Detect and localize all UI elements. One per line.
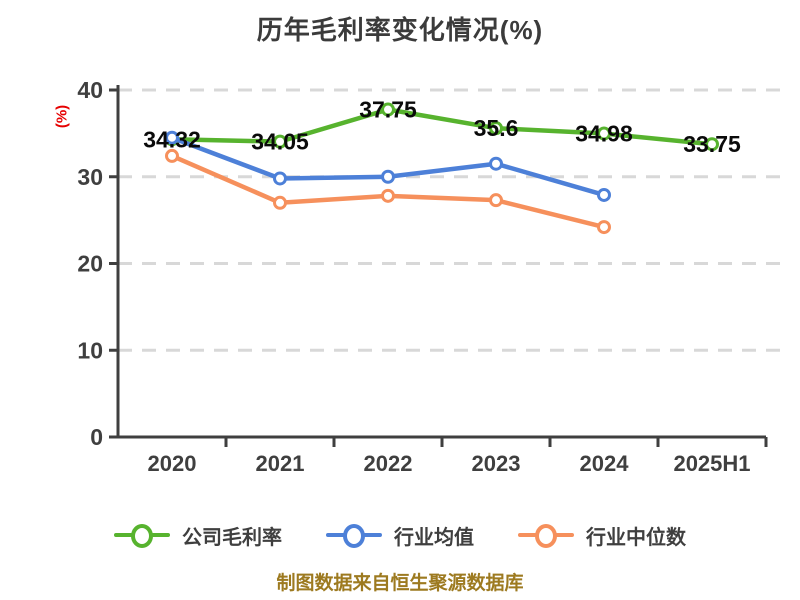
point-value-label: 37.75: [359, 97, 417, 123]
legend-item-industry-median[interactable]: 行业中位数: [518, 521, 686, 550]
legend-label: 公司毛利率: [182, 526, 282, 549]
x-tick-label: 2025H1: [673, 451, 750, 476]
data-point-marker: [273, 134, 287, 149]
point-value-label: 34.05: [251, 129, 309, 155]
x-tick-label: 2020: [148, 451, 197, 476]
line-marker-icon: [114, 523, 170, 548]
y-tick-label: 40: [77, 77, 103, 103]
data-point-marker: [273, 195, 287, 210]
data-point-marker: [597, 220, 611, 235]
data-point-marker: [273, 171, 287, 186]
y-axis-unit-label: (%): [53, 104, 71, 129]
x-tick-label: 2021: [256, 451, 305, 476]
data-point-marker: [489, 193, 503, 208]
y-tick-label: 30: [77, 164, 103, 190]
legend: 公司毛利率 行业均值 行业中位数: [0, 512, 800, 558]
line-marker-icon: [326, 523, 382, 548]
point-value-label: 33.75: [683, 131, 741, 157]
data-point-marker: [381, 188, 395, 203]
data-point-marker: [489, 156, 503, 171]
x-tick-label: 2022: [364, 451, 413, 476]
x-tick-label: 2024: [580, 451, 630, 476]
data-point-marker: [381, 169, 395, 184]
point-value-label: 34.32: [143, 126, 201, 152]
data-point-marker: [381, 102, 395, 117]
y-tick-label: 0: [90, 424, 103, 450]
legend-item-industry-average[interactable]: 行业均值: [326, 521, 474, 550]
line-marker-icon: [518, 523, 574, 548]
point-value-label: 34.98: [575, 121, 633, 147]
data-point-marker: [489, 121, 503, 136]
legend-label: 行业中位数: [586, 526, 686, 549]
y-tick-label: 20: [77, 251, 103, 277]
data-point-marker: [597, 187, 611, 202]
data-point-marker: [597, 126, 611, 141]
data-point-marker: [165, 148, 179, 163]
y-tick-label: 10: [77, 337, 103, 363]
legend-label: 行业均值: [394, 526, 474, 549]
x-tick-label: 2023: [472, 451, 521, 476]
chart-title: 历年毛利率变化情况(%): [256, 15, 544, 45]
legend-item-company-margin[interactable]: 公司毛利率: [114, 521, 282, 550]
data-source-note: 制图数据来自恒生聚源数据库: [276, 573, 524, 594]
point-value-label: 35.6: [474, 115, 519, 141]
data-point-marker: [165, 130, 179, 145]
series-line-0: [169, 107, 715, 147]
data-point-marker: [705, 137, 719, 152]
